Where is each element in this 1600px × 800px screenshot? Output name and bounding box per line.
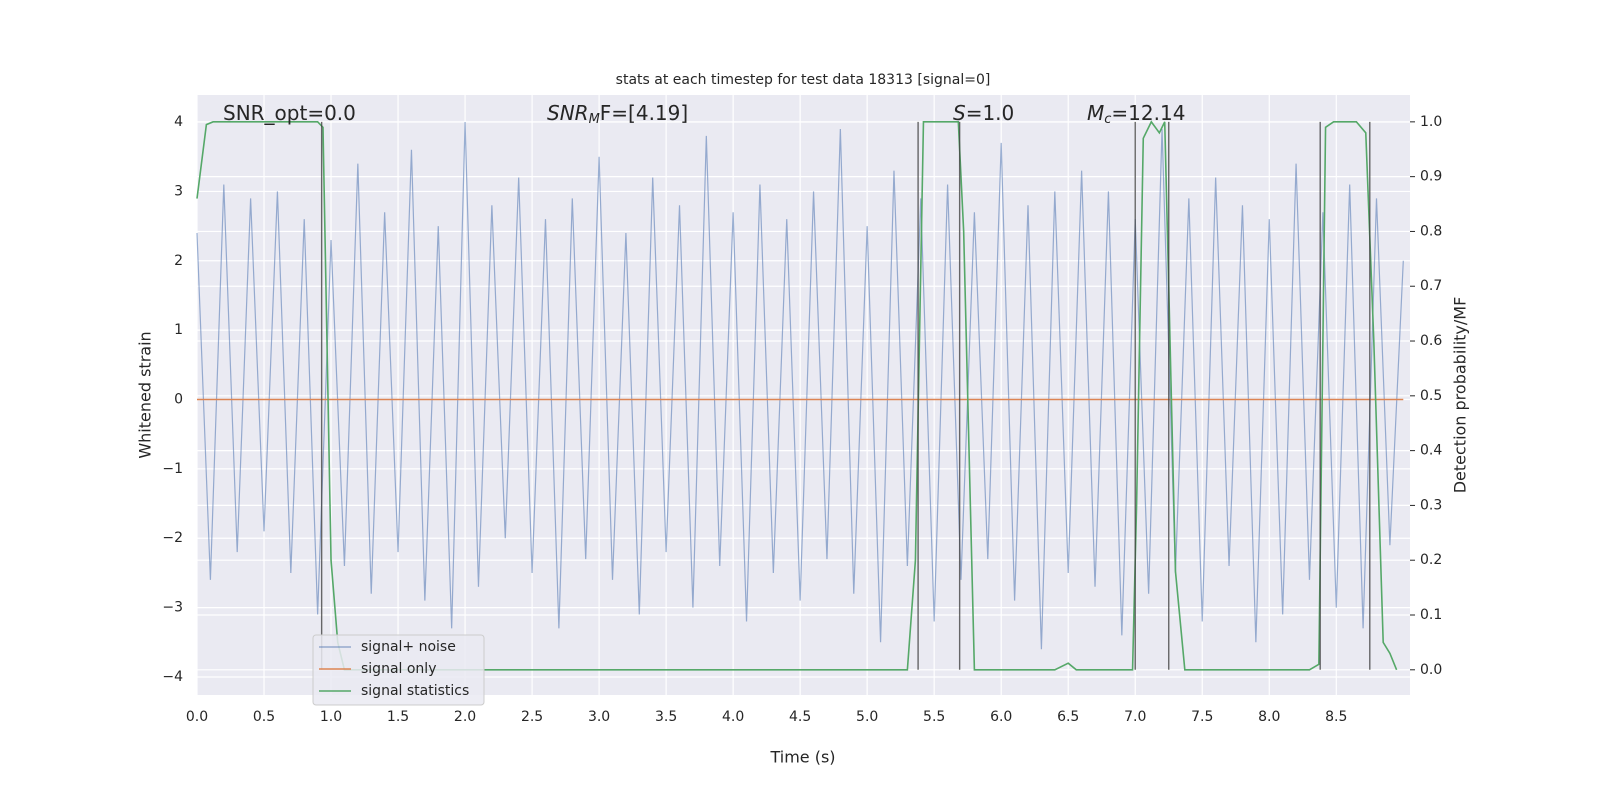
chart-title: stats at each timestep for test data 183… xyxy=(616,72,991,88)
x-tick-label: 0.5 xyxy=(253,709,275,725)
y2-tick-label: 0.1 xyxy=(1420,607,1442,623)
annotation: Mc=12.14 xyxy=(1087,101,1185,127)
y-tick-label: −4 xyxy=(162,669,183,685)
y-tick-label: −3 xyxy=(162,600,183,616)
legend-label: signal only xyxy=(361,661,436,677)
annotation-part: S xyxy=(953,101,966,125)
y2-tick-label: 0.6 xyxy=(1420,333,1442,349)
y2-tick-label: 1.0 xyxy=(1420,114,1442,130)
y2-axis-label: Detection probability/MF xyxy=(1451,297,1470,494)
annotations: SNR_opt=0.0 SNRMF=[4.19] S=1.0 Mc=12.14 xyxy=(223,101,1185,127)
x-tick-label: 8.5 xyxy=(1325,709,1347,725)
annotation: SNRMF=[4.19] xyxy=(547,101,688,127)
x-tick-label: 8.0 xyxy=(1258,709,1280,725)
x-tick-label: 3.0 xyxy=(588,709,610,725)
y-tick-label: −1 xyxy=(162,461,183,477)
annotation-part: M xyxy=(1087,101,1104,125)
y2-tick-label: 0.2 xyxy=(1420,552,1442,568)
annotation: SNR_opt=0.0 xyxy=(223,101,356,125)
y-tick-label: −2 xyxy=(162,530,183,546)
x-tick-label: 6.5 xyxy=(1057,709,1079,725)
annotation-part: F=[4.19] xyxy=(600,101,688,125)
annotation-part: =1.0 xyxy=(966,101,1015,125)
y2-tick-label: 0.0 xyxy=(1420,662,1442,678)
y-tick-label: 1 xyxy=(174,322,183,338)
y-tick-label: 0 xyxy=(174,392,183,408)
x-tick-label: 6.0 xyxy=(990,709,1012,725)
series-line xyxy=(196,122,1404,650)
legend: signal+ noise signal only signal statistic… xyxy=(312,634,485,706)
marks xyxy=(196,120,1404,671)
x-tick-label: 0.0 xyxy=(186,709,208,725)
y-tick-label: 3 xyxy=(174,183,183,199)
annotation-part: M xyxy=(589,112,600,127)
y2-tick-label: 0.9 xyxy=(1420,169,1442,185)
x-tick-label: 2.0 xyxy=(454,709,476,725)
legend-label: signal statistics xyxy=(361,683,469,699)
annotation: S=1.0 xyxy=(953,101,1014,125)
x-tick-label: 1.5 xyxy=(387,709,409,725)
x-tick-label: 7.5 xyxy=(1191,709,1213,725)
y2-tick-label: 0.3 xyxy=(1420,497,1442,513)
y2-tick-label: 0.4 xyxy=(1420,443,1442,459)
x-tick-label: 1.0 xyxy=(320,709,342,725)
plot-area xyxy=(197,95,1410,695)
y-axis-label: Whitened strain xyxy=(136,331,155,458)
y2-tick-label: 0.7 xyxy=(1420,278,1442,294)
annotation-part: c xyxy=(1104,112,1111,127)
annotation-part: =12.14 xyxy=(1111,101,1185,125)
x-tick-label: 4.5 xyxy=(789,709,811,725)
y2-tick-label: 0.5 xyxy=(1420,388,1442,404)
x-tick-label: 3.5 xyxy=(655,709,677,725)
x-axis-label: Time (s) xyxy=(769,748,835,767)
y-tick-label: 4 xyxy=(174,114,183,130)
x-tick-label: 5.0 xyxy=(856,709,878,725)
legend-box xyxy=(312,634,485,706)
annotation-part: SNR xyxy=(547,101,589,125)
x-tick-label: 2.5 xyxy=(521,709,543,725)
legend-label: signal+ noise xyxy=(361,639,456,655)
y-tick-label: 2 xyxy=(174,253,183,269)
x-tick-label: 7.0 xyxy=(1124,709,1146,725)
annotation-part: SNR_opt=0.0 xyxy=(223,101,356,125)
x-tick-label: 4.0 xyxy=(722,709,744,725)
y2-tick-label: 0.8 xyxy=(1420,223,1442,239)
x-tick-label: 5.5 xyxy=(923,709,945,725)
